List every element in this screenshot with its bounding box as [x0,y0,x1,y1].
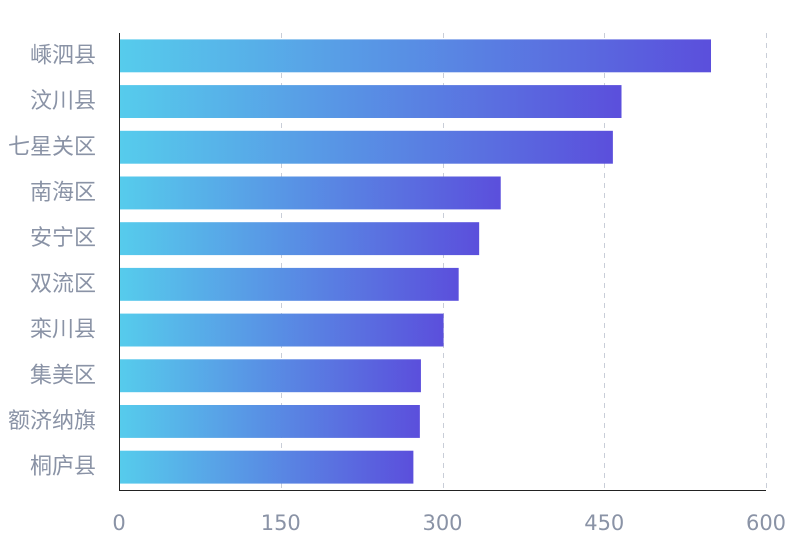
x-tick-labels: 0 150 300 450 600 [112,511,786,535]
bar-6 [119,313,444,347]
category-label-8: 额济纳旗 [8,409,96,434]
x-tick-label-4: 600 [746,511,786,535]
bar-5 [119,267,459,301]
bar-1 [119,85,622,119]
bar-8 [119,404,420,438]
category-label-6: 栾川县 [30,318,96,343]
x-tick-label-1: 150 [261,511,301,535]
x-tick-label-3: 450 [584,511,624,535]
x-tick-label-2: 300 [422,511,462,535]
bar-9 [119,450,414,484]
x-tick-label-0: 0 [112,511,125,535]
category-label-1: 汶川县 [30,89,96,114]
bars [119,39,712,484]
bar-3 [119,176,501,210]
category-label-0: 嵊泗县 [30,43,96,68]
category-label-4: 安宁区 [30,226,96,251]
axes [119,33,766,491]
bar-2 [119,130,613,164]
category-label-5: 双流区 [30,272,96,297]
bar-0 [119,39,712,73]
category-label-2: 七星关区 [8,135,96,160]
bar-4 [119,222,480,256]
category-label-3: 南海区 [30,180,96,205]
category-label-7: 集美区 [30,363,96,388]
category-label-9: 桐庐县 [30,455,96,480]
bar-7 [119,359,421,393]
